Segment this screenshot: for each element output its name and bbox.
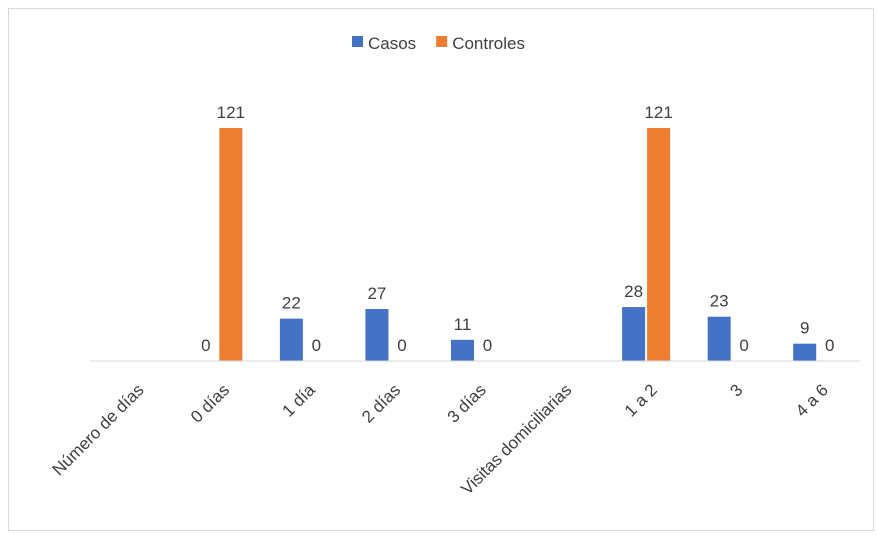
bar-casos-4 bbox=[451, 339, 474, 361]
data-label-casos-4: 11 bbox=[454, 315, 472, 334]
x-tick-label-4: 3 días bbox=[444, 380, 490, 426]
legend: Casos Controles bbox=[352, 34, 525, 53]
bar-controles-1 bbox=[219, 128, 243, 361]
data-label-controles-2: 0 bbox=[312, 336, 321, 355]
x-tick-label-7: 3 bbox=[726, 380, 746, 400]
bar-controles-6 bbox=[647, 128, 671, 361]
data-label-casos-3: 27 bbox=[367, 284, 386, 303]
chart-frame bbox=[8, 8, 874, 531]
x-tick-label-2: 1 día bbox=[279, 380, 320, 421]
bar-casos-7 bbox=[707, 316, 731, 361]
bar-casos-2 bbox=[279, 318, 303, 361]
legend-swatch-casos bbox=[352, 36, 363, 47]
bar-casos-8 bbox=[793, 343, 817, 361]
bar-casos-6 bbox=[622, 307, 646, 361]
data-label-controles-7: 0 bbox=[739, 336, 748, 355]
x-tick-label-6: 1 a 2 bbox=[621, 380, 661, 420]
data-label-casos-7: 23 bbox=[710, 292, 729, 311]
x-tick-label-0: Número de días bbox=[49, 380, 148, 479]
x-tick-label-1: 0 días bbox=[187, 380, 233, 426]
bars bbox=[219, 128, 817, 361]
x-tick-label-3: 2 días bbox=[358, 380, 404, 426]
legend-swatch-controles bbox=[436, 36, 448, 47]
legend-label-casos: Casos bbox=[368, 34, 416, 53]
x-tick-labels: Número de días 0 días 1 día 2 días 3 díasVis… bbox=[49, 380, 832, 498]
data-label-casos-2: 22 bbox=[282, 294, 301, 313]
data-label-controles-4: 0 bbox=[483, 336, 492, 355]
data-label-casos-6: 28 bbox=[624, 282, 643, 301]
legend-label-controles: Controles bbox=[452, 34, 525, 53]
bar-casos-3 bbox=[365, 309, 389, 361]
data-label-casos-8: 9 bbox=[800, 319, 809, 338]
data-label-controles-3: 0 bbox=[397, 336, 406, 355]
data-label-controles-1: 121 bbox=[217, 103, 245, 122]
data-label-controles-8: 0 bbox=[825, 336, 834, 355]
x-tick-label-8: 4 a 6 bbox=[792, 380, 832, 420]
data-label-controles-6: 121 bbox=[644, 103, 672, 122]
data-label-casos-1: 0 bbox=[201, 336, 210, 355]
